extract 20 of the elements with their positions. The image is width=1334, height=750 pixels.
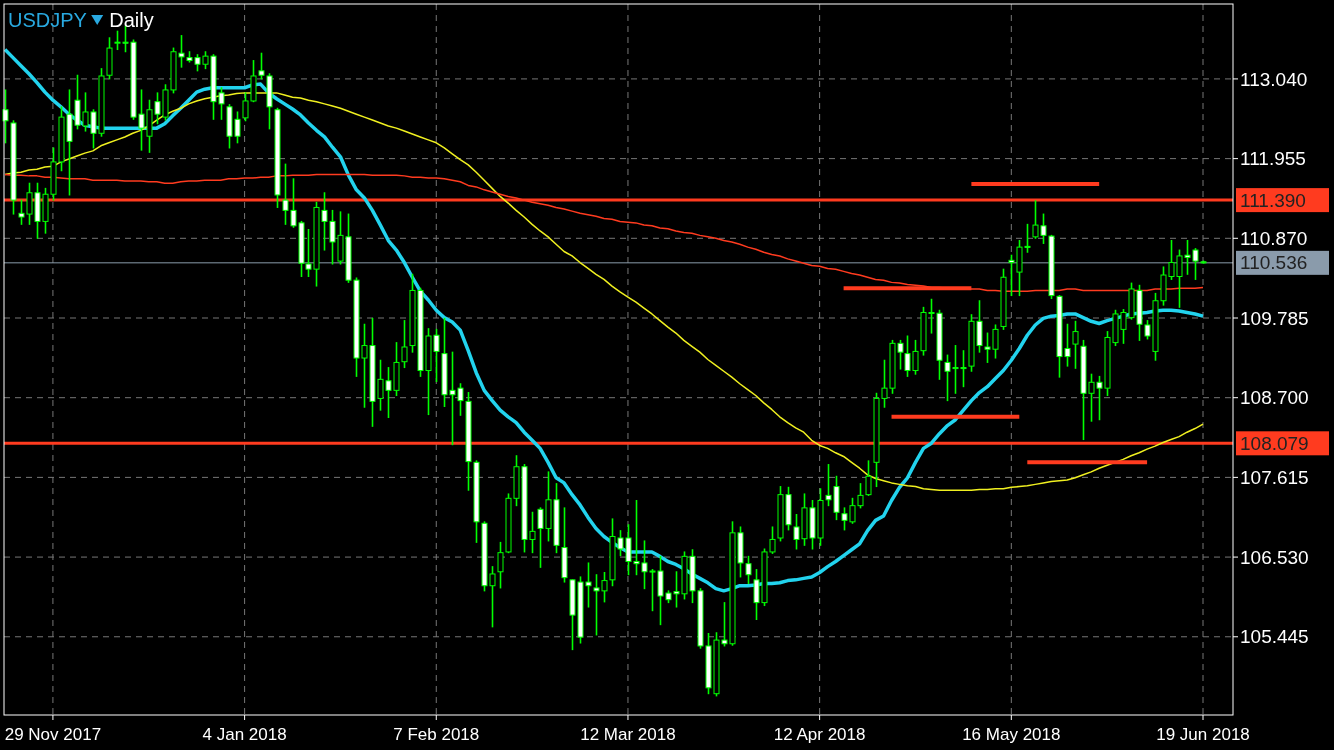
x-tick-label: 7 Feb 2018 — [393, 725, 480, 744]
y-tick-label: 106.530 — [1240, 546, 1309, 568]
x-tick-label: 16 May 2018 — [962, 725, 1061, 744]
ref-line-label: 108.079 — [1240, 432, 1309, 454]
x-tick-label: 4 Jan 2018 — [202, 725, 287, 744]
y-tick-label: 107.615 — [1240, 467, 1309, 489]
x-tick-label: 29 Nov 2017 — [4, 725, 102, 744]
y-tick-label: 111.955 — [1240, 148, 1306, 170]
y-tick-label: 110.870 — [1240, 227, 1308, 249]
y-tick-label: 113.040 — [1240, 68, 1308, 90]
ref-line-label: 111.390 — [1240, 189, 1306, 211]
ref-line-label: 110.536 — [1240, 252, 1308, 274]
x-tick-label: 12 Mar 2018 — [580, 725, 676, 744]
x-tick-label: 12 Apr 2018 — [773, 725, 866, 744]
chart-subtitle: Daily — [109, 9, 154, 31]
y-tick-label: 105.445 — [1240, 626, 1309, 648]
y-tick-label: 109.785 — [1240, 307, 1309, 329]
chart-title: USDJPY — [8, 9, 87, 31]
x-tick-label: 19 Jun 2018 — [1156, 725, 1250, 744]
y-tick-label: 108.700 — [1240, 387, 1309, 409]
